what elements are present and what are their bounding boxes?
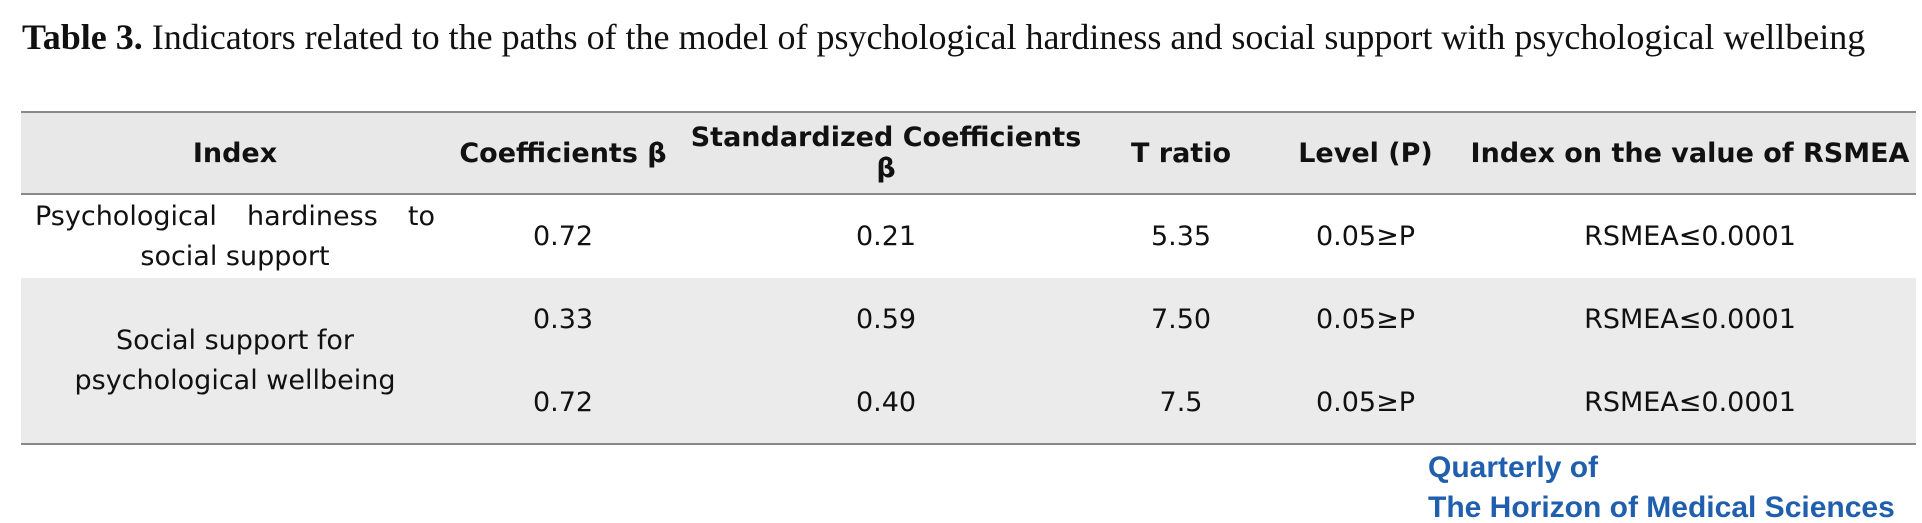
table-cell: 0.33 xyxy=(532,304,594,335)
table-cell: 0.05≥P xyxy=(1315,386,1416,418)
table-cell: 7.5 xyxy=(1159,386,1203,418)
caption: Table 3. Indicators related to the paths… xyxy=(22,16,1865,58)
table-cell: RSMEA≤0.0001 xyxy=(1584,304,1796,335)
table-cell: 0.72 xyxy=(532,221,594,252)
table-cell: RSMEA≤0.0001 xyxy=(1584,221,1796,252)
table-row: Psychological hardiness to social suppor… xyxy=(21,194,1916,278)
header-cell: Index xyxy=(192,137,278,169)
row-label: Psychological hardiness to social suppor… xyxy=(35,200,435,272)
caption-label: Table 3. xyxy=(22,17,143,57)
row-label: Social support for psychological wellbei… xyxy=(74,324,396,396)
header-cell: Index on the value of RSMEA xyxy=(1470,137,1910,169)
table-cell: 0.21 xyxy=(855,221,917,252)
logo-line: Quarterly of xyxy=(1428,451,1599,484)
table-cell: 0.40 xyxy=(855,386,917,418)
journal-logo: Quarterly of The Horizon of Medical Scie… xyxy=(1428,448,1895,523)
header-cell: Standardized Coefficients β xyxy=(690,122,1082,184)
table: Index Coefficients β Standardized Coeffici… xyxy=(21,111,1916,445)
table-cell: 7.50 xyxy=(1150,304,1212,335)
table-cell: RSMEA≤0.0001 xyxy=(1584,386,1796,418)
table-cell: 0.59 xyxy=(855,304,917,335)
header-cell: Level (P) xyxy=(1298,137,1433,169)
table-header: Index Coefficients β Standardized Coeffici… xyxy=(21,112,1916,194)
table-cell: 0.05≥P xyxy=(1315,221,1416,252)
header-cell: T ratio xyxy=(1130,137,1232,169)
header-cell: Coefficients β xyxy=(459,137,667,169)
table-cell: 5.35 xyxy=(1150,221,1212,252)
header-row: Index Coefficients β Standardized Coeffici… xyxy=(21,112,1916,194)
logo-line: The Horizon of Medical Sciences xyxy=(1428,491,1895,523)
table-row: Social support for psychological wellbei… xyxy=(21,278,1916,396)
table-body: Psychological hardiness to social suppor… xyxy=(21,194,1916,444)
caption-text: Indicators related to the paths of the m… xyxy=(151,17,1866,57)
table-cell: 0.72 xyxy=(532,386,594,418)
table-cell: 0.05≥P xyxy=(1315,304,1416,335)
